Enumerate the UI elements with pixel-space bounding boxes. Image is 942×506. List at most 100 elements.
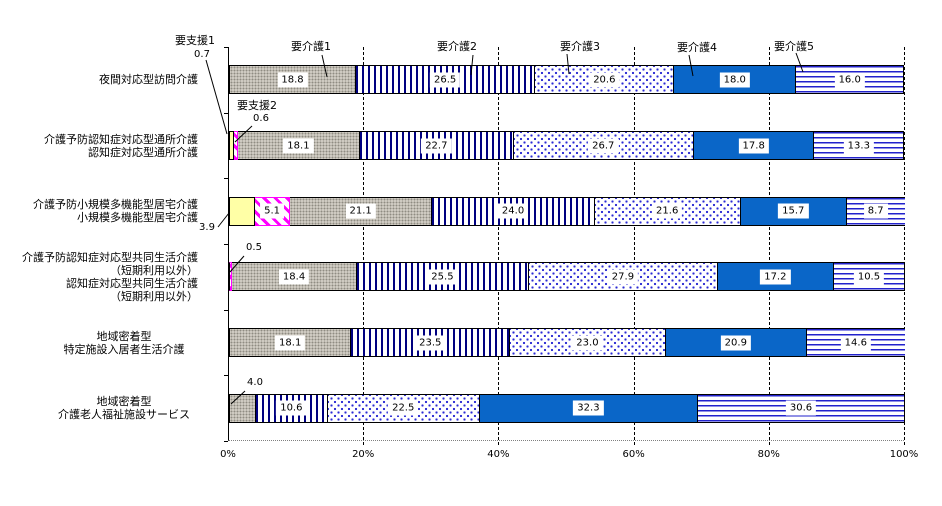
- bar-row-5: 18.1 23.5 23.0 20.9 14.6: [229, 328, 905, 357]
- segment-ys2: 5.1: [255, 196, 290, 226]
- segment-yk2: 22.7: [360, 131, 514, 160]
- bar-row-6: 10.6 22.5 32.3 30.6: [229, 393, 905, 423]
- segment-value-label: 10.5: [853, 269, 885, 285]
- category-label-line: 地域密着型: [96, 330, 152, 343]
- series-label-yk5: 要介護5: [774, 40, 814, 53]
- callout-value: 0.7: [194, 49, 210, 60]
- segment-yk1: 18.4: [232, 262, 357, 292]
- gridline-20%: [363, 47, 365, 445]
- y-axis-tick: [224, 244, 228, 245]
- segment-value-label: 21.1: [345, 203, 376, 219]
- y-axis-tick: [224, 310, 228, 311]
- segment-yk1: 18.1: [229, 328, 352, 357]
- category-label-line: 小規模多機能型居宅介護: [77, 211, 198, 224]
- y-axis-tick: [224, 113, 228, 114]
- segment-yk5: 8.7: [846, 196, 905, 226]
- segment-value-label: 25.5: [427, 269, 458, 285]
- segment-yk4: 17.8: [694, 131, 815, 160]
- category-label-6: 地域密着型 介護老人福祉施設サービス: [28, 395, 220, 421]
- segment-value-label: 5.1: [260, 203, 285, 219]
- segment-value-label: 23.0: [572, 335, 603, 350]
- segment-value-label: 18.0: [719, 72, 750, 88]
- category-label-line: 認知症対応型共同生活介護: [66, 277, 198, 290]
- category-label-1: 夜間対応型訪問介護: [6, 73, 198, 86]
- x-axis-label-100%: 100%: [889, 449, 919, 460]
- y-axis-tick: [224, 178, 228, 179]
- segment-value-label: 22.7: [421, 138, 452, 153]
- segment-yk1: [229, 393, 257, 423]
- bar-row-2: 18.1 22.7 26.7 17.8 13.3: [229, 131, 905, 160]
- segment-value-label: 14.6: [840, 335, 871, 350]
- leader-line-ys1: [205, 59, 228, 135]
- segment-value-label: 22.5: [388, 400, 419, 416]
- category-label-line: 認知症対応型通所介護: [88, 146, 198, 159]
- gridline-100%: [904, 47, 905, 445]
- category-label-line: 介護予防認知症対応型共同生活介護: [22, 251, 198, 264]
- segment-yk4: 15.7: [740, 196, 847, 226]
- segment-value-label: 13.3: [843, 138, 874, 153]
- category-label-line: （短期利用以外）: [110, 264, 198, 277]
- segment-value-label: 26.7: [588, 138, 619, 153]
- x-axis-label-0%: 0%: [220, 449, 236, 460]
- segment-yk3: 20.6: [535, 65, 675, 95]
- series-label-ys2: 要支援2: [237, 99, 277, 112]
- plot-area: 18.8 26.5 20.6 18.0 16.0 18.1 22.7 26.7 17.8 13.3…: [224, 47, 905, 445]
- segment-yk4: 32.3: [479, 393, 699, 423]
- category-label-line: 介護老人福祉施設サービス: [58, 408, 190, 421]
- segment-value-label: 20.9: [720, 335, 751, 350]
- segment-value-label: 18.8: [277, 72, 308, 88]
- category-label-5: 地域密着型 特定施設入居者生活介護: [28, 330, 220, 356]
- x-axis-label-40%: 40%: [487, 449, 510, 460]
- segment-yk3: 27.9: [529, 262, 718, 292]
- segment-value-label: 30.6: [785, 400, 817, 416]
- category-label-line: 地域密着型: [96, 395, 152, 408]
- category-label-line: 特定施設入居者生活介護: [63, 343, 185, 356]
- segment-value-label: 18.4: [278, 269, 310, 285]
- segment-yk4: 18.0: [674, 65, 797, 95]
- bar-row-4: 18.4 25.5 27.9 17.2 10.5: [229, 262, 905, 292]
- segment-value-label: 17.8: [738, 138, 769, 153]
- segment-value-label: 21.6: [652, 203, 683, 219]
- series-label-yk2: 要介護2: [437, 40, 477, 53]
- category-label-line: 介護予防認知症対応型通所介護: [44, 133, 198, 146]
- segment-yk2: 26.5: [356, 65, 536, 95]
- callout-value: 3.9: [199, 222, 215, 233]
- segment-yk3: 23.0: [510, 328, 666, 357]
- segment-yk4: 17.2: [717, 262, 834, 292]
- segment-yk1: 18.1: [237, 131, 361, 160]
- segment-value-label: 26.5: [430, 72, 461, 88]
- y-axis-tick: [224, 47, 228, 48]
- bar-row-1: 18.8 26.5 20.6 18.0 16.0: [229, 65, 905, 95]
- segment-yk5: 30.6: [698, 393, 905, 423]
- segment-value-label: 16.0: [834, 72, 865, 88]
- segment-value-label: 8.7: [863, 203, 888, 219]
- segment-yk3: 26.7: [513, 131, 695, 160]
- gridline-40%: [498, 47, 500, 445]
- segment-yk5: 16.0: [796, 65, 905, 95]
- callout-value: 0.6: [253, 113, 269, 124]
- segment-yk3: 22.5: [327, 393, 480, 423]
- segment-value-label: 10.6: [276, 400, 307, 416]
- segment-ys1: [229, 196, 256, 226]
- segment-yk2: 23.5: [351, 328, 511, 357]
- segment-yk2: 24.0: [432, 196, 595, 226]
- segment-yk2: 10.6: [256, 393, 328, 423]
- y-axis-tick: [224, 375, 228, 376]
- x-axis-label-60%: 60%: [622, 449, 645, 460]
- bar-row-3: 5.1 21.1 24.0 21.6 15.7 8.7: [229, 196, 905, 226]
- segment-yk4: 20.9: [665, 328, 807, 357]
- segment-value-label: 18.1: [275, 335, 306, 350]
- category-label-line: 夜間対応型訪問介護: [99, 73, 198, 86]
- category-label-2: 介護予防認知症対応型通所介護 認知症対応型通所介護: [6, 133, 198, 159]
- category-label-line: （短期利用以外）: [110, 290, 198, 303]
- category-label-4: 介護予防認知症対応型共同生活介護 （短期利用以外） 認知症対応型共同生活介護 （短期利…: [6, 251, 198, 303]
- category-label-3: 介護予防小規模多機能型居宅介護 小規模多機能型居宅介護: [6, 198, 198, 224]
- segment-value-label: 27.9: [607, 269, 639, 285]
- series-label-yk1: 要介護1: [291, 40, 331, 53]
- gridline-60%: [633, 47, 635, 445]
- segment-yk5: 14.6: [806, 328, 905, 357]
- y-axis-tick: [224, 441, 228, 442]
- gridline-80%: [768, 47, 770, 445]
- series-label-ys1: 要支援1: [175, 34, 215, 47]
